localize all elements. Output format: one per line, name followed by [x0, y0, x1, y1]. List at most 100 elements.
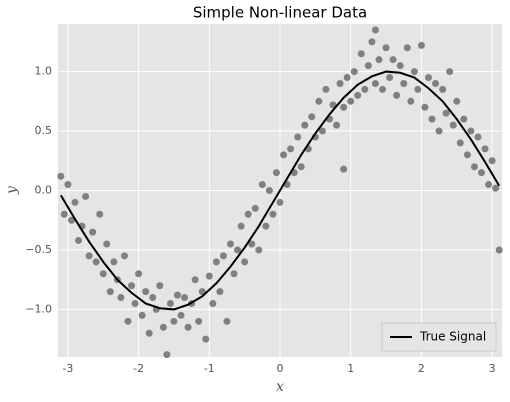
- scatter-point: [453, 97, 461, 105]
- scatter-point: [477, 169, 485, 177]
- scatter-point: [241, 258, 249, 266]
- scatter-point: [99, 270, 107, 278]
- scatter-point: [149, 294, 157, 302]
- scatter-point: [89, 228, 97, 236]
- scatter-point: [294, 133, 302, 141]
- scatter-point: [106, 288, 114, 296]
- scatter-point: [467, 127, 475, 135]
- scatter-point: [347, 97, 355, 105]
- scatter-point: [269, 210, 277, 218]
- scatter-point: [470, 163, 478, 171]
- scatter-point: [251, 204, 259, 212]
- scatter-point: [396, 62, 404, 70]
- scatter-point: [159, 323, 167, 331]
- scatter-point: [301, 121, 309, 129]
- scatter-point: [92, 258, 100, 266]
- scatter-point: [166, 299, 174, 307]
- scatter-point: [96, 210, 104, 218]
- scatter-point: [71, 198, 79, 206]
- x-tick-label: 3: [489, 362, 496, 375]
- scatter-point: [435, 127, 443, 135]
- scatter-point: [287, 145, 295, 153]
- scatter-point: [424, 74, 432, 82]
- scatter-point: [128, 282, 136, 290]
- scatter-point: [216, 288, 224, 296]
- scatter-point: [255, 246, 263, 254]
- scatter-point: [488, 157, 496, 165]
- scatter-point: [386, 74, 394, 82]
- scatter-point: [421, 103, 429, 111]
- scatter-point: [442, 109, 450, 117]
- scatter-point: [318, 127, 326, 135]
- scatter-point: [368, 38, 376, 46]
- x-tick-label: 0: [277, 362, 284, 375]
- scatter-point: [234, 246, 242, 254]
- scatter-point: [485, 181, 493, 189]
- scatter-point: [195, 317, 203, 325]
- y-tick-label: 1.0: [35, 65, 53, 78]
- scatter-point: [371, 79, 379, 87]
- y-tick-label: −1.0: [25, 302, 52, 315]
- scatter-point: [131, 299, 139, 307]
- scatter-point: [60, 210, 68, 218]
- scatter-point: [272, 169, 280, 177]
- scatter-point: [410, 68, 418, 76]
- legend-label: True Signal: [419, 330, 486, 344]
- scatter-point: [280, 151, 288, 159]
- scatter-point: [456, 139, 464, 147]
- scatter-point: [156, 282, 164, 290]
- scatter-point: [258, 181, 266, 189]
- scatter-point: [103, 240, 111, 248]
- scatter-point: [223, 317, 231, 325]
- scatter-point: [173, 291, 181, 299]
- y-tick-label: 0.5: [35, 124, 53, 137]
- scatter-point: [145, 329, 153, 337]
- x-tick-label: -2: [133, 362, 144, 375]
- scatter-point: [350, 68, 358, 76]
- scatter-point: [354, 91, 362, 99]
- scatter-point: [407, 97, 415, 105]
- y-tick-label: −0.5: [25, 243, 52, 256]
- signal-line: [59, 70, 501, 311]
- scatter-point: [449, 121, 457, 129]
- scatter-point: [142, 288, 150, 296]
- x-tick-label: -1: [204, 362, 215, 375]
- scatter-point: [117, 294, 125, 302]
- scatter-point: [379, 85, 387, 93]
- scatter-point: [460, 115, 468, 123]
- scatter-point: [382, 44, 390, 52]
- scatter-point: [205, 272, 213, 280]
- scatter-point: [343, 74, 351, 82]
- scatter-point: [202, 335, 210, 343]
- scatter-point: [248, 240, 256, 248]
- scatter-point: [212, 258, 220, 266]
- scatter-point: [495, 246, 503, 254]
- x-tick-label: 2: [418, 362, 425, 375]
- scatter-point: [138, 311, 146, 319]
- scatter-point: [414, 85, 422, 93]
- x-tick-label: -3: [62, 362, 73, 375]
- scatter-point: [375, 56, 383, 64]
- scatter-point: [474, 133, 482, 141]
- scatter-point: [135, 270, 143, 278]
- scatter-point: [446, 68, 454, 76]
- scatter-point: [481, 145, 489, 153]
- scatter-point: [265, 187, 273, 194]
- scatter-point: [322, 85, 330, 93]
- scatter-point: [315, 97, 323, 105]
- scatter-point: [417, 41, 425, 49]
- scatter-point: [85, 252, 93, 260]
- scatter-point: [340, 103, 348, 111]
- scatter-point: [308, 113, 316, 121]
- scatter-point: [191, 276, 199, 284]
- scatter-point: [357, 50, 365, 58]
- scatter-point: [297, 163, 305, 171]
- scatter-point: [333, 121, 341, 129]
- scatter-point: [120, 252, 128, 260]
- scatter-point: [393, 91, 401, 99]
- scatter-point: [198, 288, 206, 296]
- scatter-point: [276, 198, 284, 206]
- scatter-point: [400, 79, 408, 87]
- y-tick-label: 0.0: [35, 184, 53, 197]
- scatter-point: [75, 236, 83, 244]
